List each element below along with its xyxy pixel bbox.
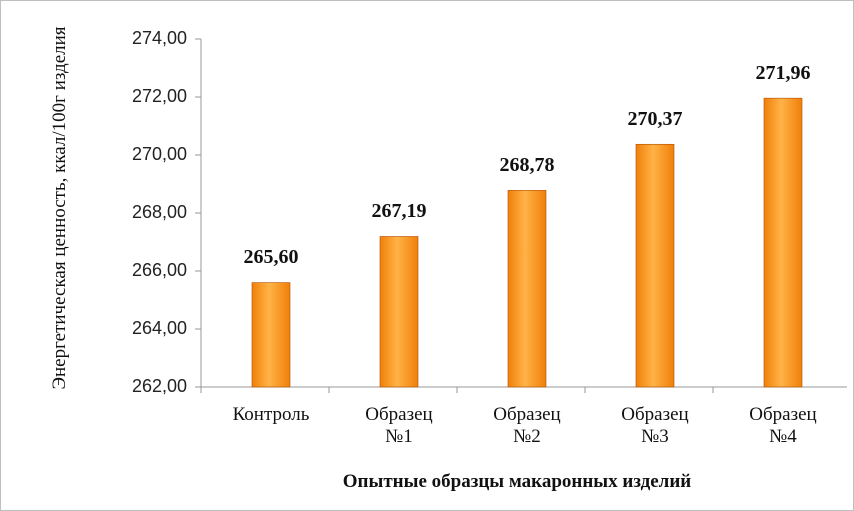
- y-tick-label: 272,00: [132, 86, 187, 106]
- y-axis-title: Энергетическая ценность, ккал/100г издел…: [49, 26, 70, 390]
- bar: [635, 143, 675, 388]
- y-tick-label: 270,00: [132, 144, 187, 164]
- x-tick-label: Образец №1: [365, 404, 433, 447]
- bar: [379, 236, 419, 388]
- x-tick-label: Контроль: [232, 404, 310, 425]
- y-tick-label: 264,00: [132, 318, 187, 338]
- x-tick-label: Образец №2: [493, 404, 561, 447]
- value-label: 270,37: [628, 108, 683, 130]
- value-label: 267,19: [372, 200, 427, 222]
- bar: [507, 190, 547, 388]
- x-axis-title: Опытные образцы макаронных изделий: [342, 471, 692, 492]
- value-label: 265,60: [244, 246, 299, 268]
- value-label: 268,78: [500, 154, 555, 176]
- x-tick-label: Образец №3: [621, 404, 689, 447]
- bar: [763, 97, 803, 388]
- y-tick-label: 274,00: [132, 28, 187, 48]
- y-tick-label: 262,00: [132, 376, 187, 396]
- y-tick-label: 266,00: [132, 260, 187, 280]
- value-label: 271,96: [756, 62, 811, 84]
- bar: [251, 282, 291, 388]
- y-tick-label: 268,00: [132, 202, 187, 222]
- x-tick-label: Образец №4: [749, 404, 817, 447]
